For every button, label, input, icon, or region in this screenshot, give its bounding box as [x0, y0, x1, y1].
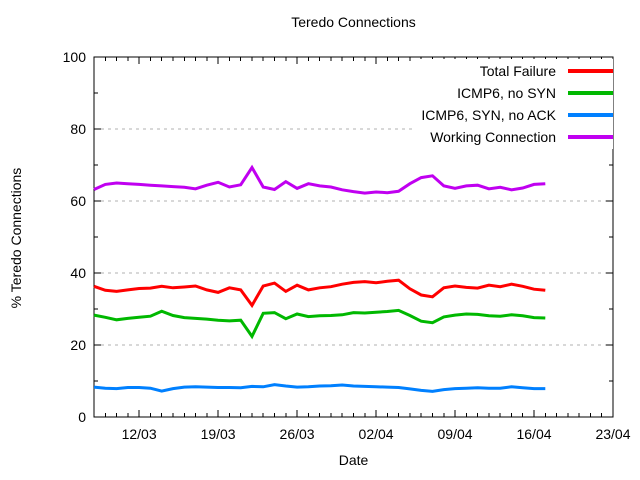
x-tick-label: 19/03	[200, 426, 236, 442]
x-tick-label: 26/03	[279, 426, 315, 442]
x-tick-label: 23/04	[595, 426, 631, 442]
y-tick-label: 40	[70, 265, 86, 281]
x-tick-label: 12/03	[121, 426, 157, 442]
series-line-working-connection	[93, 164, 546, 195]
series-line-total-failure	[93, 278, 546, 309]
legend-line-swatch	[568, 113, 613, 117]
legend-line-swatch	[568, 135, 613, 139]
legend-item: ICMP6, SYN, no ACK	[421, 104, 613, 126]
y-tick-label: 0	[78, 409, 86, 425]
legend-label: ICMP6, SYN, no ACK	[421, 107, 556, 123]
x-tick-label: 16/04	[516, 426, 552, 442]
legend-label: ICMP6, no SYN	[457, 85, 556, 101]
legend-item: Working Connection	[421, 126, 613, 148]
y-tick-label: 60	[70, 193, 86, 209]
legend-label: Total Failure	[479, 63, 556, 79]
series-line-icmp6-syn-no-ack	[93, 383, 546, 393]
legend-label: Working Connection	[430, 129, 556, 145]
legend-line-swatch	[568, 91, 613, 95]
legend: Total Failure ICMP6, no SYN ICMP6, SYN, no…	[413, 59, 613, 149]
series-line-icmp6-no-syn	[93, 308, 546, 340]
legend-item: Total Failure	[421, 60, 613, 82]
y-tick-label: 80	[70, 121, 86, 137]
legend-line-swatch	[568, 69, 613, 73]
y-tick-label: 20	[70, 337, 86, 353]
legend-item: ICMP6, no SYN	[421, 82, 613, 104]
x-axis-label: Date	[338, 452, 369, 468]
y-axis-label: % Teredo Connections	[8, 167, 24, 309]
y-tick-label: 100	[62, 49, 86, 65]
x-tick-label: 09/04	[437, 426, 473, 442]
x-tick-label: 02/04	[358, 426, 394, 442]
chart-title: Teredo Connections	[291, 14, 416, 30]
